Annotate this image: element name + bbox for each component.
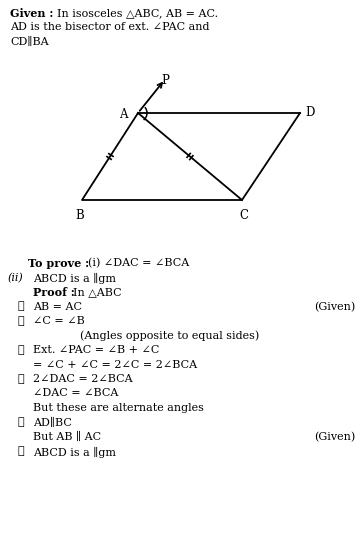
Text: Ext. ∠PAC = ∠B + ∠C: Ext. ∠PAC = ∠B + ∠C: [33, 345, 159, 355]
Text: Given :: Given :: [10, 8, 54, 19]
Text: 2∠DAC = 2∠BCA: 2∠DAC = 2∠BCA: [33, 374, 132, 384]
Text: ∴: ∴: [18, 316, 25, 326]
Text: (Given): (Given): [314, 432, 355, 442]
Text: ∴: ∴: [18, 374, 25, 384]
Text: A: A: [119, 107, 128, 121]
Text: ∠C = ∠B: ∠C = ∠B: [33, 316, 85, 326]
Text: But AB ∥ AC: But AB ∥ AC: [33, 432, 101, 442]
Text: AB = AC: AB = AC: [33, 301, 82, 311]
Text: ∴: ∴: [18, 418, 25, 428]
Text: AD is the bisector of ext. ∠PAC and: AD is the bisector of ext. ∠PAC and: [10, 22, 210, 32]
Text: ABCD is a ∥gm: ABCD is a ∥gm: [33, 272, 116, 283]
Text: (ii): (ii): [8, 272, 24, 283]
Text: CD∥BA: CD∥BA: [10, 37, 49, 47]
Text: To prove :: To prove :: [28, 258, 89, 269]
Text: ∴: ∴: [18, 345, 25, 355]
Text: (i) ∠DAC = ∠BCA: (i) ∠DAC = ∠BCA: [88, 258, 189, 268]
Text: ∴: ∴: [18, 447, 25, 457]
Text: (Angles opposite to equal sides): (Angles opposite to equal sides): [80, 330, 259, 341]
Text: But these are alternate angles: But these are alternate angles: [33, 403, 204, 413]
Text: AD∥BC: AD∥BC: [33, 418, 72, 428]
Text: In △ABC: In △ABC: [73, 287, 122, 297]
Text: (Given): (Given): [314, 301, 355, 312]
Text: ∠DAC = ∠BCA: ∠DAC = ∠BCA: [33, 389, 118, 399]
Text: Proof :: Proof :: [33, 287, 75, 298]
Text: ABCD is a ∥gm: ABCD is a ∥gm: [33, 447, 116, 458]
Text: = ∠C + ∠C = 2∠C = 2∠BCA: = ∠C + ∠C = 2∠C = 2∠BCA: [33, 359, 197, 369]
Text: P: P: [161, 74, 169, 87]
Text: C: C: [240, 209, 249, 222]
Text: In isosceles △ABC, AB = AC.: In isosceles △ABC, AB = AC.: [57, 8, 218, 18]
Text: B: B: [76, 209, 84, 222]
Text: D: D: [305, 107, 314, 120]
Text: ∴: ∴: [18, 301, 25, 311]
